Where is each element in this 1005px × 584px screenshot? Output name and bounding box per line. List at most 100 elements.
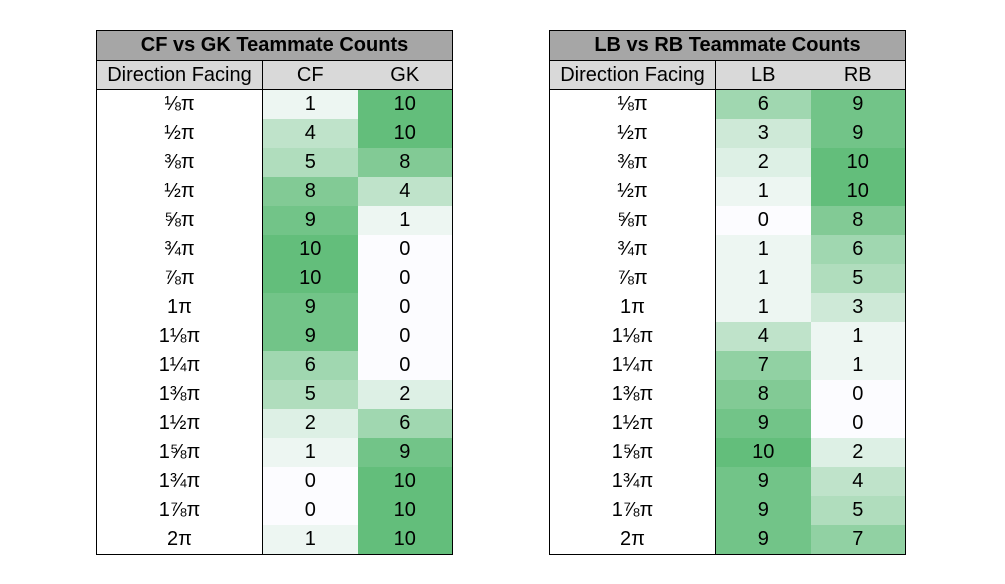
table-row: ⅝π 9 1 [96, 206, 453, 235]
direction-cell: 1½π [96, 409, 263, 438]
table-row: ⅞π 1 5 [549, 264, 906, 293]
value-cell-lb: 8 [715, 380, 811, 409]
value-cell-lb: 1 [715, 177, 811, 206]
direction-cell: 1⅜π [96, 380, 263, 409]
lb-rb-table-panel: LB vs RB Teammate Counts Direction Facin… [549, 30, 906, 555]
direction-cell: ⅞π [96, 264, 263, 293]
table-row: ⅝π 0 8 [549, 206, 906, 235]
value-cell-rb: 5 [810, 264, 906, 293]
value-cell-rb: 9 [810, 89, 906, 119]
table-body: ⅛π 6 9 ½π 3 9 ⅜π 2 10 ½π 1 10 ⅝π 0 8 ¾π 1 6 ⅞π 1 5 1π 1 3 1⅛π 4 1 1… [549, 89, 906, 555]
table-row: 1π 1 3 [549, 293, 906, 322]
value-cell-gk: 0 [357, 293, 453, 322]
table-row: 1⅝π 1 9 [96, 438, 453, 467]
value-cell-rb: 5 [810, 496, 906, 525]
direction-cell: 1π [549, 293, 716, 322]
value-cell-cf: 9 [262, 322, 358, 351]
value-cell-rb: 0 [810, 409, 906, 438]
value-cell-lb: 2 [715, 148, 811, 177]
table-row: 1⅛π 4 1 [549, 322, 906, 351]
column-header-cf: CF [262, 60, 358, 90]
value-cell-rb: 10 [810, 148, 906, 177]
value-cell-gk: 10 [357, 119, 453, 148]
direction-cell: ¾π [96, 235, 263, 264]
direction-cell: ⅛π [96, 89, 263, 119]
direction-cell: 1¾π [96, 467, 263, 496]
column-header-direction: Direction Facing [549, 60, 716, 90]
table-row: ⅛π 1 10 [96, 89, 453, 119]
table-row: 2π 9 7 [549, 525, 906, 555]
value-cell-rb: 4 [810, 467, 906, 496]
value-cell-rb: 0 [810, 380, 906, 409]
table-row: 1¾π 0 10 [96, 467, 453, 496]
table-row: 1π 9 0 [96, 293, 453, 322]
table-row: 1¼π 7 1 [549, 351, 906, 380]
table-row: ½π 4 10 [96, 119, 453, 148]
value-cell-rb: 9 [810, 119, 906, 148]
column-header-gk: GK [357, 60, 453, 90]
table-row: 1¼π 6 0 [96, 351, 453, 380]
column-header-lb: LB [715, 60, 811, 90]
direction-cell: 2π [549, 525, 716, 555]
value-cell-cf: 1 [262, 525, 358, 555]
direction-cell: 2π [96, 525, 263, 555]
value-cell-gk: 6 [357, 409, 453, 438]
value-cell-lb: 6 [715, 89, 811, 119]
value-cell-lb: 9 [715, 409, 811, 438]
table-row: ⅜π 5 8 [96, 148, 453, 177]
value-cell-lb: 9 [715, 525, 811, 555]
value-cell-lb: 1 [715, 235, 811, 264]
value-cell-rb: 7 [810, 525, 906, 555]
value-cell-gk: 10 [357, 496, 453, 525]
direction-cell: ¾π [549, 235, 716, 264]
value-cell-cf: 9 [262, 206, 358, 235]
table-row: ⅞π 10 0 [96, 264, 453, 293]
cf-gk-table: CF vs GK Teammate Counts Direction Facin… [96, 30, 453, 555]
value-cell-lb: 1 [715, 264, 811, 293]
value-cell-cf: 5 [262, 148, 358, 177]
table-body: ⅛π 1 10 ½π 4 10 ⅜π 5 8 ½π 8 4 ⅝π 9 1 ¾π 10 0 ⅞π 10 0 1π 9 0 1⅛π 9… [96, 89, 453, 555]
lb-rb-table: LB vs RB Teammate Counts Direction Facin… [549, 30, 906, 555]
table-row: ½π 3 9 [549, 119, 906, 148]
value-cell-cf: 2 [262, 409, 358, 438]
table-row: ¾π 10 0 [96, 235, 453, 264]
value-cell-rb: 1 [810, 322, 906, 351]
value-cell-lb: 4 [715, 322, 811, 351]
value-cell-cf: 1 [262, 438, 358, 467]
table-row: ⅜π 2 10 [549, 148, 906, 177]
value-cell-lb: 1 [715, 293, 811, 322]
table-title: LB vs RB Teammate Counts [549, 30, 906, 61]
column-header-rb: RB [810, 60, 906, 90]
direction-cell: ½π [549, 177, 716, 206]
table-row: ¾π 1 6 [549, 235, 906, 264]
direction-cell: ⅜π [96, 148, 263, 177]
direction-cell: ½π [96, 177, 263, 206]
value-cell-rb: 3 [810, 293, 906, 322]
value-cell-cf: 0 [262, 467, 358, 496]
value-cell-cf: 1 [262, 89, 358, 119]
direction-cell: ⅝π [549, 206, 716, 235]
value-cell-rb: 8 [810, 206, 906, 235]
value-cell-gk: 0 [357, 351, 453, 380]
direction-cell: 1⅞π [549, 496, 716, 525]
value-cell-gk: 0 [357, 235, 453, 264]
direction-cell: 1¾π [549, 467, 716, 496]
column-header-direction: Direction Facing [96, 60, 263, 90]
table-row: ½π 8 4 [96, 177, 453, 206]
value-cell-gk: 10 [357, 89, 453, 119]
value-cell-gk: 0 [357, 322, 453, 351]
value-cell-rb: 2 [810, 438, 906, 467]
value-cell-rb: 6 [810, 235, 906, 264]
value-cell-cf: 5 [262, 380, 358, 409]
table-row: 1⅝π 10 2 [549, 438, 906, 467]
value-cell-lb: 10 [715, 438, 811, 467]
value-cell-cf: 8 [262, 177, 358, 206]
direction-cell: 1¼π [96, 351, 263, 380]
value-cell-gk: 4 [357, 177, 453, 206]
direction-cell: ⅛π [549, 89, 716, 119]
table-row: 1⅜π 5 2 [96, 380, 453, 409]
value-cell-gk: 9 [357, 438, 453, 467]
value-cell-gk: 0 [357, 264, 453, 293]
direction-cell: 1⅝π [549, 438, 716, 467]
value-cell-rb: 10 [810, 177, 906, 206]
